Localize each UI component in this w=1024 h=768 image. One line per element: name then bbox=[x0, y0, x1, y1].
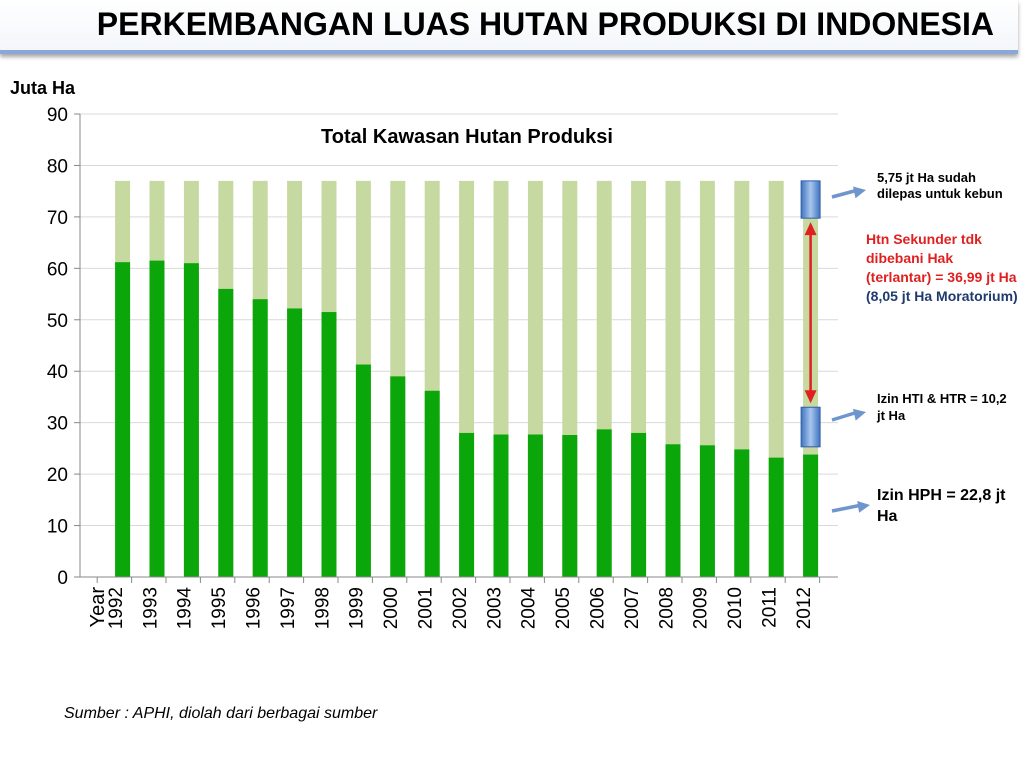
arrow-hph-head bbox=[857, 500, 870, 513]
bar-hph bbox=[459, 432, 475, 577]
x-tick-label: 2002 bbox=[450, 587, 471, 629]
x-tick-label: 2007 bbox=[622, 587, 643, 629]
x-tick-label: 1992 bbox=[106, 587, 127, 629]
x-tick-label: 2012 bbox=[794, 587, 815, 629]
y-tick-label: 50 bbox=[47, 311, 68, 332]
bar-hph bbox=[115, 262, 131, 577]
x-tick-label: 1999 bbox=[347, 587, 368, 629]
bar-hph bbox=[183, 263, 199, 577]
bar-hph bbox=[218, 288, 234, 577]
x-tick-label: 2003 bbox=[484, 587, 505, 629]
annotation-sekunder-red: Htn Sekunder tdk dibebani Hak (terlantar… bbox=[866, 231, 1017, 285]
bar-hph bbox=[699, 445, 715, 577]
bar-hph bbox=[355, 364, 371, 577]
bar-hph bbox=[665, 444, 681, 577]
y-tick-label: 20 bbox=[47, 465, 68, 486]
y-tick-label: 40 bbox=[47, 362, 68, 383]
bar-hph bbox=[149, 260, 165, 577]
red-arrow-head-top bbox=[804, 222, 817, 236]
x-tick-label: 2011 bbox=[760, 587, 781, 628]
y-axis-label: Juta Ha bbox=[10, 78, 76, 98]
arrow-hph-shaft bbox=[831, 503, 863, 513]
x-axis-label: Year bbox=[87, 587, 109, 628]
bar-hph bbox=[734, 449, 750, 577]
bar-hph bbox=[287, 308, 303, 577]
axes bbox=[74, 113, 838, 583]
arrow-hti-shaft bbox=[831, 410, 859, 422]
x-tick-label: 1997 bbox=[278, 587, 299, 629]
bar-hti-segment bbox=[800, 406, 821, 448]
x-tick-label: 2005 bbox=[553, 587, 574, 629]
bar-hph bbox=[527, 434, 543, 577]
arrow-lepas-head bbox=[853, 186, 866, 199]
x-tick-label: 2000 bbox=[381, 587, 402, 629]
x-tick-label: 1996 bbox=[244, 587, 265, 629]
chart-title: Total Kawasan Hutan Produksi bbox=[321, 126, 613, 148]
y-tick-label: 30 bbox=[47, 414, 68, 435]
annotation-sekunder-blue: (8,05 jt Ha Moratorium) bbox=[866, 288, 1018, 304]
y-tick-label: 0 bbox=[57, 568, 68, 589]
x-tick-label: 2010 bbox=[725, 587, 746, 629]
y-tick-label: 10 bbox=[47, 517, 68, 538]
x-tick-label: 2006 bbox=[588, 587, 609, 629]
x-tick-label: 2009 bbox=[691, 587, 712, 629]
source-note: Sumber : APHI, diolah dari berbagai sumb… bbox=[64, 705, 378, 722]
y-tick-labels: 0 10 20 30 40 50 60 70 80 90 bbox=[47, 105, 68, 589]
annotation-lepas: 5,75 jt Ha sudah dilepas untuk kebun bbox=[877, 170, 1003, 201]
y-tick-label: 70 bbox=[47, 208, 68, 229]
x-tick-label: 2004 bbox=[519, 587, 540, 630]
page-title: PERKEMBANGAN LUAS HUTAN PRODUKSI DI INDO… bbox=[96, 6, 994, 42]
arrow-hti-head bbox=[852, 408, 866, 421]
bar-hph bbox=[596, 429, 612, 577]
red-arrow-head-bottom bbox=[804, 390, 817, 404]
y-tick-label: 60 bbox=[47, 259, 68, 280]
bar-hph bbox=[321, 312, 337, 577]
x-tick-label: 2001 bbox=[416, 587, 437, 629]
bar-hph bbox=[390, 376, 406, 577]
bar-hph bbox=[562, 435, 578, 577]
bar-hph bbox=[768, 457, 784, 577]
annotation-sekunder: Htn Sekunder tdk dibebani Hak (terlantar… bbox=[866, 230, 1018, 306]
bar-lepas-segment bbox=[800, 180, 821, 219]
bar-hph bbox=[252, 299, 268, 577]
x-tick-label: 1993 bbox=[140, 587, 161, 629]
bar-hph bbox=[493, 434, 509, 577]
annotation-hph: Izin HPH = 22,8 jt Ha bbox=[877, 487, 1006, 525]
y-tick-label: 80 bbox=[47, 156, 68, 177]
bar-hph bbox=[424, 390, 440, 577]
y-tick-label: 90 bbox=[47, 105, 68, 126]
bar-hph bbox=[631, 432, 647, 577]
annotation-arrows bbox=[800, 180, 870, 513]
x-tick-label: 1995 bbox=[209, 587, 230, 629]
bar-hph bbox=[803, 454, 819, 577]
annotation-hti: Izin HTI & HTR = 10,2 jt Ha bbox=[877, 391, 1007, 423]
arrow-lepas-shaft bbox=[831, 188, 859, 199]
x-tick-label: 2008 bbox=[656, 587, 677, 629]
bars bbox=[115, 180, 819, 577]
x-tick-label: 1994 bbox=[175, 587, 196, 630]
title-bar: PERKEMBANGAN LUAS HUTAN PRODUKSI DI INDO… bbox=[0, 0, 1018, 54]
x-tick-label: 1998 bbox=[312, 587, 333, 629]
